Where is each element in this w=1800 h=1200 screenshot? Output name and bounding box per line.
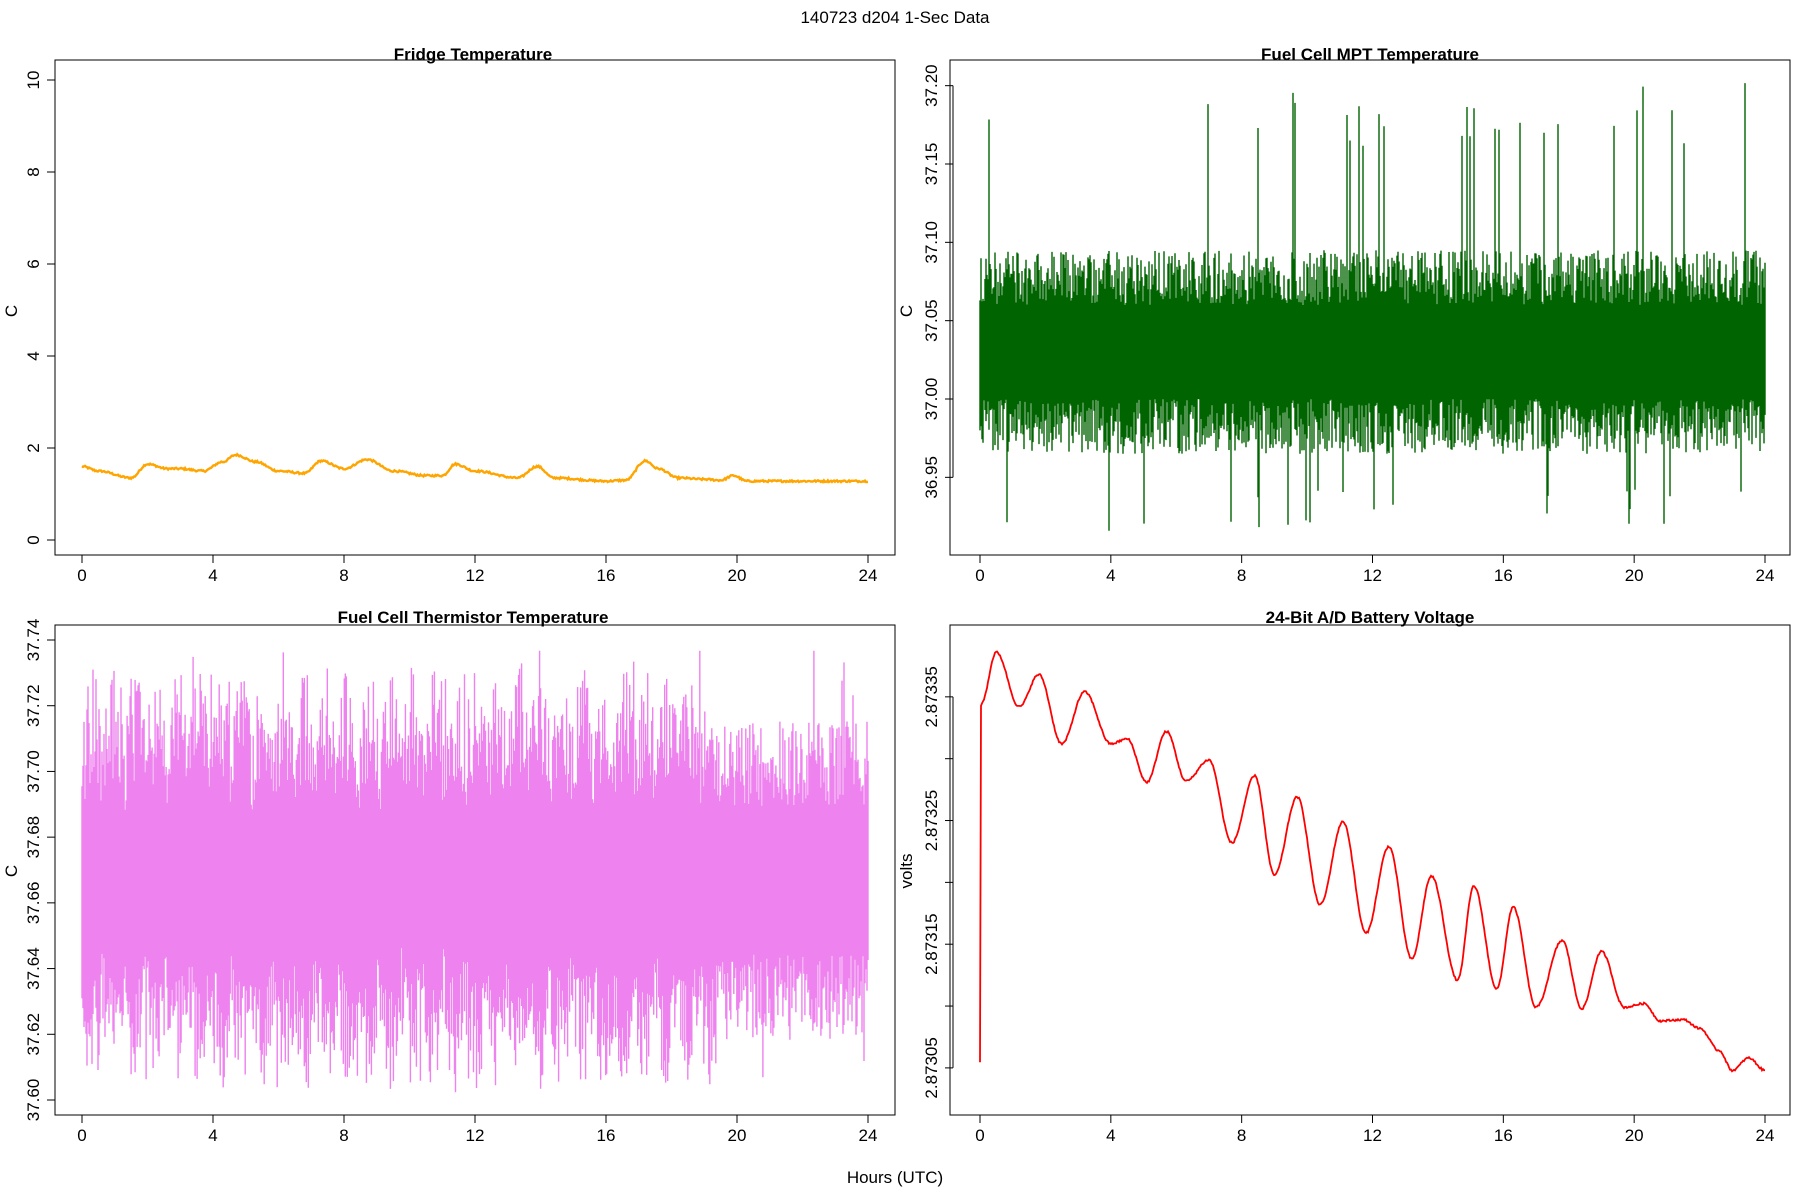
fridge-y-tick-label: 2 xyxy=(24,443,43,452)
battery-x-tick-label: 0 xyxy=(975,1126,984,1145)
mpt-y-tick-label: 37.15 xyxy=(922,143,941,186)
thermistor-panel-title: Fuel Cell Thermistor Temperature xyxy=(338,608,609,627)
battery-x-axis: 0 4 8 12 16 20 24 xyxy=(975,1114,1775,1145)
thermistor-x-tick-label: 8 xyxy=(339,1126,348,1145)
battery-x-tick-label: 24 xyxy=(1756,1126,1775,1145)
mpt-y-tick-label: 37.10 xyxy=(922,221,941,264)
mpt-band xyxy=(979,83,1766,531)
fridge-x-tick-label: 16 xyxy=(597,566,616,585)
thermistor-y-tick-label: 37.66 xyxy=(24,882,43,925)
fridge-y-axis: 0 2 4 6 8 10 xyxy=(24,71,56,545)
thermistor-x-tick-label: 0 xyxy=(77,1126,86,1145)
mpt-x-tick-label: 4 xyxy=(1106,566,1115,585)
battery-y-tick-label: 2.87305 xyxy=(922,1037,941,1098)
panel-thermistor-temperature: Fuel Cell Thermistor Temperature C 0 4 8 12… xyxy=(2,608,896,1145)
battery-x-tick-label: 16 xyxy=(1494,1126,1513,1145)
panel-mpt-temperature: Fuel Cell MPT Temperature C 0 4 8 12 16 20 24 … xyxy=(897,45,1791,585)
fridge-x-tick-label: 20 xyxy=(728,566,747,585)
battery-x-tick-label: 4 xyxy=(1106,1126,1115,1145)
mpt-x-tick-label: 12 xyxy=(1363,566,1382,585)
fridge-x-tick-label: 24 xyxy=(859,566,878,585)
thermistor-y-tick-label: 37.62 xyxy=(24,1013,43,1056)
thermistor-x-tick-label: 20 xyxy=(728,1126,747,1145)
thermistor-y-tick-label: 37.74 xyxy=(24,619,43,662)
fridge-y-axis-label: C xyxy=(2,305,21,317)
fridge-panel-title: Fridge Temperature xyxy=(394,45,552,64)
battery-plot-frame xyxy=(949,624,1791,1116)
thermistor-y-tick-label: 37.70 xyxy=(24,750,43,793)
mpt-y-axis: 36.95 37.00 37.05 37.10 37.15 37.20 xyxy=(922,64,954,499)
fridge-x-tick-label: 4 xyxy=(208,566,217,585)
thermistor-x-tick-label: 12 xyxy=(466,1126,485,1145)
battery-y-axis: 2.87305 2.87315 2.87325 2.87335 xyxy=(922,666,954,1099)
mpt-x-axis: 0 4 8 12 16 20 24 xyxy=(975,554,1775,585)
battery-panel-title: 24-Bit A/D Battery Voltage xyxy=(1266,608,1475,627)
fridge-y-tick-label: 0 xyxy=(24,535,43,544)
mpt-x-tick-label: 24 xyxy=(1756,566,1775,585)
thermistor-band xyxy=(81,650,869,1093)
mpt-y-tick-label: 36.95 xyxy=(922,456,941,499)
fridge-y-tick-label: 4 xyxy=(24,351,43,360)
battery-y-tick-label: 2.87315 xyxy=(922,913,941,974)
fridge-x-axis: 0 4 8 12 16 20 24 xyxy=(77,554,878,585)
battery-series xyxy=(979,650,1765,1073)
thermistor-y-axis-label: C xyxy=(2,865,21,877)
thermistor-y-tick-label: 37.72 xyxy=(24,684,43,727)
fridge-x-tick-label: 0 xyxy=(77,566,86,585)
battery-x-tick-label: 12 xyxy=(1363,1126,1382,1145)
fridge-series xyxy=(81,452,869,484)
thermistor-y-tick-label: 37.68 xyxy=(24,816,43,859)
thermistor-x-tick-label: 16 xyxy=(597,1126,616,1145)
thermistor-x-tick-label: 4 xyxy=(208,1126,217,1145)
thermistor-x-axis: 0 4 8 12 16 20 24 xyxy=(77,1114,878,1145)
mpt-y-tick-label: 37.05 xyxy=(922,299,941,342)
mpt-y-tick-label: 37.20 xyxy=(922,64,941,107)
thermistor-y-tick-label: 37.64 xyxy=(24,947,43,990)
battery-x-tick-label: 20 xyxy=(1625,1126,1644,1145)
thermistor-x-tick-label: 24 xyxy=(859,1126,878,1145)
thermistor-y-tick-label: 37.60 xyxy=(24,1079,43,1122)
mpt-x-tick-label: 16 xyxy=(1494,566,1513,585)
figure-title: 140723 d204 1-Sec Data xyxy=(800,8,990,27)
mpt-series xyxy=(979,83,1766,531)
fridge-y-tick-label: 8 xyxy=(24,167,43,176)
fridge-x-tick-label: 12 xyxy=(466,566,485,585)
fridge-x-tick-label: 8 xyxy=(339,566,348,585)
panel-battery-voltage: 24-Bit A/D Battery Voltage volts 0 4 8 12 16… xyxy=(897,608,1791,1145)
thermistor-series xyxy=(81,650,869,1093)
fridge-y-tick-label: 6 xyxy=(24,259,43,268)
battery-y-axis-label: volts xyxy=(897,854,916,889)
battery-x-tick-label: 8 xyxy=(1237,1126,1246,1145)
mpt-y-axis-label: C xyxy=(897,305,916,317)
battery-y-tick-label: 2.87335 xyxy=(922,666,941,727)
mpt-y-tick-label: 37.00 xyxy=(922,378,941,421)
fridge-y-tick-label: 10 xyxy=(24,71,43,90)
mpt-x-tick-label: 0 xyxy=(975,566,984,585)
shared-x-axis-label: Hours (UTC) xyxy=(847,1168,943,1187)
mpt-x-tick-label: 20 xyxy=(1625,566,1644,585)
mpt-x-tick-label: 8 xyxy=(1237,566,1246,585)
fridge-line xyxy=(81,452,869,484)
battery-y-tick-label: 2.87325 xyxy=(922,790,941,851)
mpt-panel-title: Fuel Cell MPT Temperature xyxy=(1261,45,1479,64)
thermistor-y-axis: 37.60 37.62 37.64 37.66 37.68 37.70 37.72 37.74 xyxy=(24,619,56,1122)
battery-line xyxy=(979,650,1765,1073)
